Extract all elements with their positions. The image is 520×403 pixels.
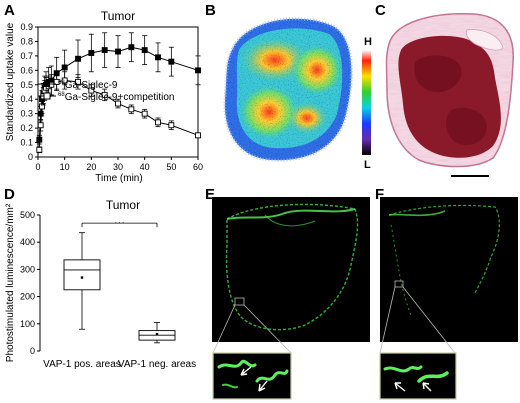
data-point [155, 54, 161, 61]
legend-text-2: Ga-Siglec-9+competition [65, 92, 175, 103]
y-tick-label: 0.8 [20, 36, 33, 46]
fluorescence-image-f [379, 197, 518, 400]
arrow-icon [258, 380, 268, 392]
zoom-line-e-1 [212, 304, 236, 354]
y-tick-label: 0.2 [20, 123, 33, 133]
y-tick-label: 500 [20, 210, 35, 220]
zoom-line-f-2 [402, 286, 456, 354]
data-point [101, 91, 108, 98]
chart-d-ylabel: Photostimulated luminescence/mm² [5, 203, 16, 362]
y-tick-label: 0.5 [20, 80, 33, 90]
y-tick-label: 300 [20, 264, 35, 274]
luminescence-box-plot: Tumor Photostimulated luminescence/mm² 0… [5, 198, 196, 370]
data-point [37, 122, 44, 129]
data-point [128, 106, 135, 113]
data-point [101, 47, 108, 54]
data-point [75, 78, 81, 85]
mean-marker [80, 276, 84, 279]
x-tick-label: 50 [166, 162, 176, 172]
panel-label-f: F [375, 186, 385, 203]
y-tick-label: 0 [30, 346, 35, 356]
significance-marker: ··· [114, 217, 125, 229]
legend-marker-open [43, 92, 51, 100]
panel-label-c: C [375, 2, 386, 19]
panel-label-e: E [205, 186, 216, 203]
chart-a-title: Tumor [101, 9, 135, 23]
data-point [75, 55, 81, 62]
series-line-2 [38, 79, 199, 150]
chart-a-ylabel: Standardized uptake value [5, 22, 16, 141]
inset-e [212, 352, 292, 400]
data-point [168, 122, 175, 129]
histology-image [385, 13, 514, 177]
data-point [195, 132, 201, 139]
data-point [61, 64, 68, 71]
x-tick-label: 10 [60, 162, 70, 172]
zoom-box-f [394, 280, 404, 288]
x-tick-label: 40 [140, 162, 150, 172]
y-tick-label: 0.7 [20, 51, 33, 61]
chart-d-title: Tumor [106, 198, 140, 212]
category-label: VAP-1 pos. areas [43, 359, 121, 370]
legend-sup-1: 68 [58, 80, 65, 86]
data-point [61, 77, 68, 84]
data-point [168, 58, 175, 65]
y-tick-label: 200 [20, 292, 35, 302]
mean-marker [155, 332, 159, 336]
y-tick-label: 0.3 [20, 109, 33, 119]
legend-sup-2: 68 [58, 92, 65, 98]
y-tick-label: 100 [20, 319, 35, 329]
chart-a-xlabel: Time (min) [95, 173, 142, 184]
data-point [195, 67, 201, 74]
y-tick-label: 0 [28, 152, 33, 162]
data-point [115, 100, 121, 107]
x-tick-label: 0 [35, 162, 40, 172]
data-point [39, 103, 45, 110]
fluorescence-image-e [212, 197, 370, 400]
colorbar [362, 50, 371, 155]
category-label: VAP-1 neg. areas [118, 359, 196, 370]
panel-label-b: B [205, 2, 216, 19]
legend-text-1: Ga-Siglec-9 [65, 80, 118, 91]
box [63, 259, 101, 291]
y-tick-label: 0.4 [20, 94, 33, 104]
arrow-icon [240, 366, 252, 376]
colorbar-low-label: L [364, 159, 371, 171]
y-tick-label: 0.9 [20, 22, 33, 32]
zoom-line-f-1 [379, 286, 396, 354]
zoom-line-e-2 [243, 304, 292, 354]
legend-label-series-1: 68Ga-Siglec-9 [58, 80, 118, 91]
x-tick-label: 60 [193, 162, 203, 172]
panel-label-d: D [4, 186, 15, 203]
zoom-box-e [234, 297, 245, 306]
panel-label-a: A [4, 2, 15, 19]
pet-heatmap-image: H L [223, 17, 372, 171]
arrow-icon [394, 382, 406, 392]
data-point [53, 78, 60, 85]
y-tick-label: 400 [20, 237, 35, 247]
data-point [141, 47, 148, 54]
data-point [36, 146, 43, 153]
arrow-icon [422, 382, 432, 392]
data-point [128, 44, 135, 51]
colorbar-high-label: H [364, 36, 372, 48]
data-point [141, 110, 148, 117]
y-tick-label: 0.1 [20, 138, 33, 148]
x-tick-label: 30 [113, 162, 123, 172]
data-point [88, 50, 95, 56]
data-point [155, 119, 161, 126]
data-point [115, 48, 121, 55]
x-tick-label: 20 [86, 162, 96, 172]
uptake-line-chart: Tumor Standardized uptake value Time (mi… [5, 9, 203, 184]
legend-label-series-2: 68Ga-Siglec-9+competition [58, 92, 174, 103]
y-tick-label: 0.6 [20, 65, 33, 75]
data-point [88, 87, 95, 94]
